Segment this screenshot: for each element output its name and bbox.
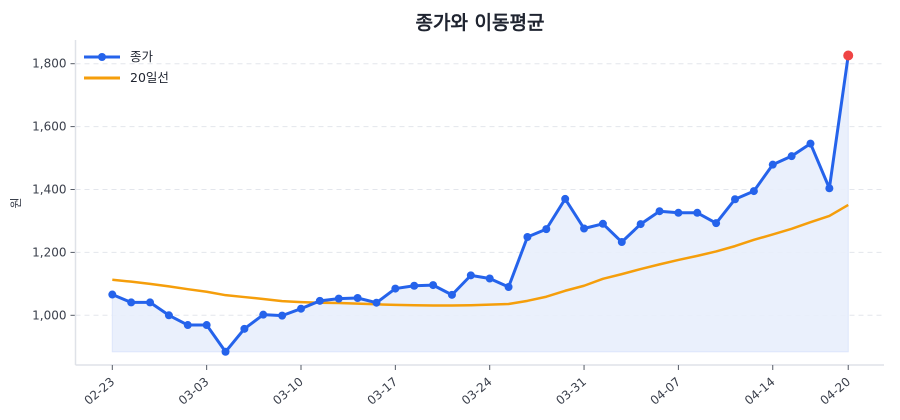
close-point [504, 282, 513, 291]
close-point [278, 311, 287, 320]
close-point [353, 294, 362, 303]
close-point [561, 194, 570, 203]
close-point [825, 184, 834, 193]
latest-close-highlight [843, 50, 854, 61]
close-point [466, 271, 475, 280]
legend: 종가 20일선 [82, 46, 169, 88]
close-point [334, 294, 343, 303]
close-point [523, 232, 532, 241]
close-point [655, 207, 664, 216]
x-tick-label: 04-20 [817, 375, 853, 408]
close-point [410, 281, 419, 290]
legend-label: 20일선 [130, 69, 169, 85]
close-point [391, 284, 400, 293]
y-tick-label: 1,800 [32, 57, 66, 71]
legend-swatch-close-icon [82, 50, 122, 64]
close-point [485, 274, 494, 283]
legend-swatch-ma20-icon [82, 71, 122, 85]
close-point [315, 296, 324, 305]
close-point [693, 208, 702, 217]
close-area-fill [111, 55, 849, 353]
x-tick-label: 04-14 [742, 375, 778, 408]
x-tick-label: 03-24 [459, 375, 495, 408]
close-point [749, 187, 758, 196]
legend-item-ma20: 20일선 [82, 67, 169, 88]
y-tick-label: 1,400 [32, 183, 66, 197]
x-tick-label: 03-03 [176, 375, 212, 408]
close-point [146, 298, 155, 307]
x-tick-label: 03-17 [365, 375, 401, 408]
close-point [598, 219, 607, 228]
close-point [712, 219, 721, 228]
close-point [447, 290, 456, 299]
y-tick-label: 1,000 [32, 308, 66, 322]
close-point [259, 310, 268, 319]
x-tick-label: 03-10 [270, 375, 306, 408]
close-point [297, 304, 305, 313]
close-point [108, 290, 117, 299]
close-point [542, 225, 551, 234]
close-point [183, 321, 192, 330]
ma20-line [112, 203, 849, 307]
close-point [674, 208, 683, 217]
close-point [617, 238, 626, 247]
close-point [202, 321, 211, 330]
close-point [127, 298, 136, 307]
close-point [240, 324, 249, 333]
y-tick-label: 1,200 [32, 245, 66, 259]
chart-title: 종가와 이동평균 [415, 12, 545, 34]
legend-label: 종가 [130, 48, 154, 64]
close-point [580, 224, 589, 233]
x-tick-label: 02-23 [82, 375, 118, 408]
x-tick-label: 03-31 [553, 375, 589, 408]
close-point [221, 347, 230, 356]
close-point [429, 281, 438, 290]
close-point [636, 220, 645, 229]
close-line [111, 55, 850, 354]
close-point [731, 195, 740, 204]
close-point [806, 139, 815, 148]
close-point [372, 298, 381, 307]
legend-item-close: 종가 [82, 46, 169, 67]
close-point [787, 152, 796, 161]
x-tick-label: 04-07 [648, 375, 684, 408]
y-axis-label: 원 [9, 197, 23, 208]
close-point [164, 311, 173, 320]
y-tick-label: 1,600 [32, 120, 66, 134]
close-point [768, 160, 777, 169]
